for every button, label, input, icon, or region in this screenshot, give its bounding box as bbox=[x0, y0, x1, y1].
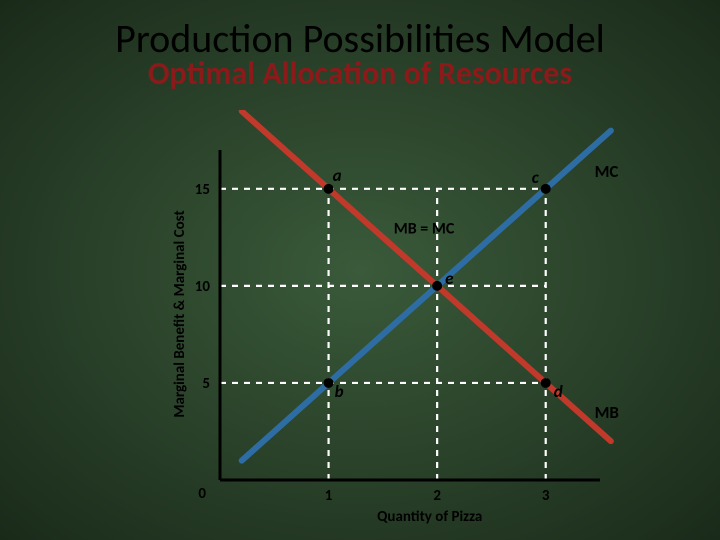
series-mc bbox=[242, 131, 611, 461]
point-d bbox=[541, 378, 551, 388]
point-e bbox=[432, 281, 442, 291]
origin-label: 0 bbox=[198, 485, 206, 503]
chart-svg: 5 10 15 1 2 3 0 a c e b d MB = MC MC MB bbox=[160, 110, 640, 510]
xtick-label: 3 bbox=[542, 487, 550, 505]
annotation: MB bbox=[595, 402, 619, 423]
point-label-e: e bbox=[445, 268, 453, 289]
ytick-label: 15 bbox=[195, 181, 210, 199]
page-subtitle: Optimal Allocation of Resources bbox=[0, 54, 720, 93]
xtick-label: 1 bbox=[325, 487, 333, 505]
ytick-label: 5 bbox=[202, 375, 210, 393]
annotation: MB = MC bbox=[394, 219, 455, 238]
xtick-label: 2 bbox=[433, 487, 441, 505]
point-label-b: b bbox=[335, 381, 344, 402]
point-b bbox=[324, 378, 334, 388]
annotation: MC bbox=[595, 161, 619, 182]
ytick-label: 10 bbox=[195, 278, 211, 296]
x-axis-label: Quantity of Pizza bbox=[377, 508, 482, 526]
point-c bbox=[541, 184, 551, 194]
point-label-c: c bbox=[532, 167, 540, 188]
point-label-a: a bbox=[333, 165, 342, 186]
chart-area: Marginal Benefit & Marginal Cost Quantit… bbox=[160, 110, 640, 510]
point-label-d: d bbox=[554, 381, 563, 402]
